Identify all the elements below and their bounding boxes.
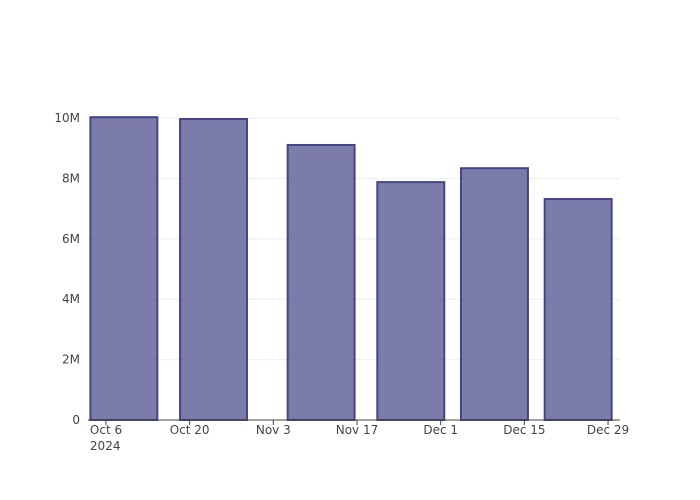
x-tick-label: Dec 15 [503, 423, 545, 437]
y-tick-label: 10M [54, 111, 80, 125]
y-tick-label: 6M [62, 232, 80, 246]
x-tick-label-line: 2024 [90, 439, 121, 453]
bar [459, 167, 529, 421]
y-tick-label: 8M [62, 171, 80, 185]
x-tick-label-line: Dec 1 [423, 423, 458, 437]
x-tick-label-line: Nov 3 [256, 423, 291, 437]
bar [89, 116, 159, 421]
bar [376, 181, 446, 421]
x-tick-label: Oct 6 2024 [90, 423, 122, 453]
bar [286, 143, 356, 421]
x-tick-label-line: Dec 15 [503, 423, 545, 437]
x-tick-label-line: Dec 29 [587, 423, 629, 437]
x-tick-label-line: Oct 6 [90, 423, 122, 437]
y-tick-label: 4M [62, 292, 80, 306]
x-tick-label: Nov 17 [336, 423, 379, 437]
x-tick-label: Nov 3 [256, 423, 291, 437]
x-tick-label-line: Oct 20 [170, 423, 210, 437]
x-tick-label: Dec 1 [423, 423, 458, 437]
x-tick-label: Oct 20 [170, 423, 210, 437]
y-tick-label: 0 [72, 413, 80, 427]
x-tick-label-line: Nov 17 [336, 423, 379, 437]
bar [179, 118, 249, 422]
y-tick-label: 2M [62, 353, 80, 367]
x-tick-label: Dec 29 [587, 423, 629, 437]
bar [543, 198, 613, 421]
